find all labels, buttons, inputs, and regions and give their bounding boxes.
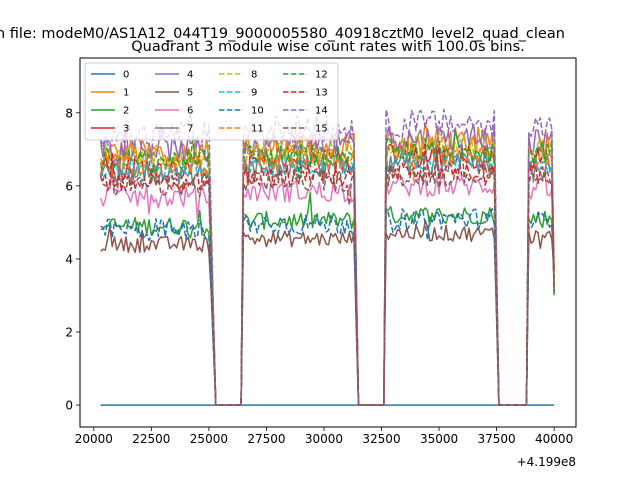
legend-label-2: 2 [123, 106, 129, 117]
y-tick-label: 2 [65, 326, 73, 340]
series-line-12 [100, 129, 555, 406]
x-tick-label: 30000 [305, 432, 343, 446]
legend-label-1: 1 [123, 88, 129, 99]
legend-label-12: 12 [315, 70, 328, 81]
plot-frame [79, 57, 577, 428]
legend-label-9: 9 [251, 88, 257, 99]
axis-ticks: 20000 22500 25000 27500 30000 32500 35000 37500… [65, 106, 573, 446]
series-line-2 [100, 191, 555, 406]
y-tick-label: 6 [65, 179, 73, 193]
x-tick-label: 40000 [535, 432, 573, 446]
x-offset-label: +4.199e8 [517, 455, 576, 469]
y-tick-label: 0 [65, 399, 73, 413]
legend-label-10: 10 [251, 106, 264, 117]
x-tick-label: 20000 [75, 432, 113, 446]
legend-label-15: 15 [315, 124, 328, 135]
legend-label-0: 0 [123, 70, 129, 81]
x-tick-label: 32500 [362, 432, 400, 446]
series-line-13 [100, 143, 555, 406]
series-line-4 [99, 123, 555, 406]
legend-box [84, 62, 339, 141]
figure-suptitle: n file: modeM0/AS1A12_044T19_9000005580_… [0, 26, 565, 42]
series-line-9 [99, 148, 555, 406]
y-tick-label: 4 [65, 252, 73, 266]
y-tick-label: 8 [65, 106, 73, 120]
x-tick-label: 25000 [190, 432, 228, 446]
x-tick-label: 22500 [132, 432, 170, 446]
series-line-1 [100, 121, 555, 406]
legend-label-6: 6 [187, 106, 193, 117]
series-line-8 [99, 133, 555, 406]
legend-label-4: 4 [187, 70, 193, 81]
legend-label-13: 13 [315, 88, 328, 99]
legend-label-5: 5 [187, 88, 193, 99]
series-line-10 [100, 207, 555, 406]
x-tick-label: 27500 [247, 432, 285, 446]
x-tick-label: 35000 [420, 432, 458, 446]
legend-label-11: 11 [251, 124, 264, 135]
series-line-15 [99, 144, 555, 406]
legend-label-8: 8 [251, 70, 257, 81]
legend-label-14: 14 [315, 106, 328, 117]
chart-title: Quadrant 3 module wise count rates with … [131, 39, 525, 55]
x-tick-label: 37500 [478, 432, 516, 446]
legend-label-7: 7 [187, 124, 193, 135]
legend-label-3: 3 [123, 124, 129, 135]
